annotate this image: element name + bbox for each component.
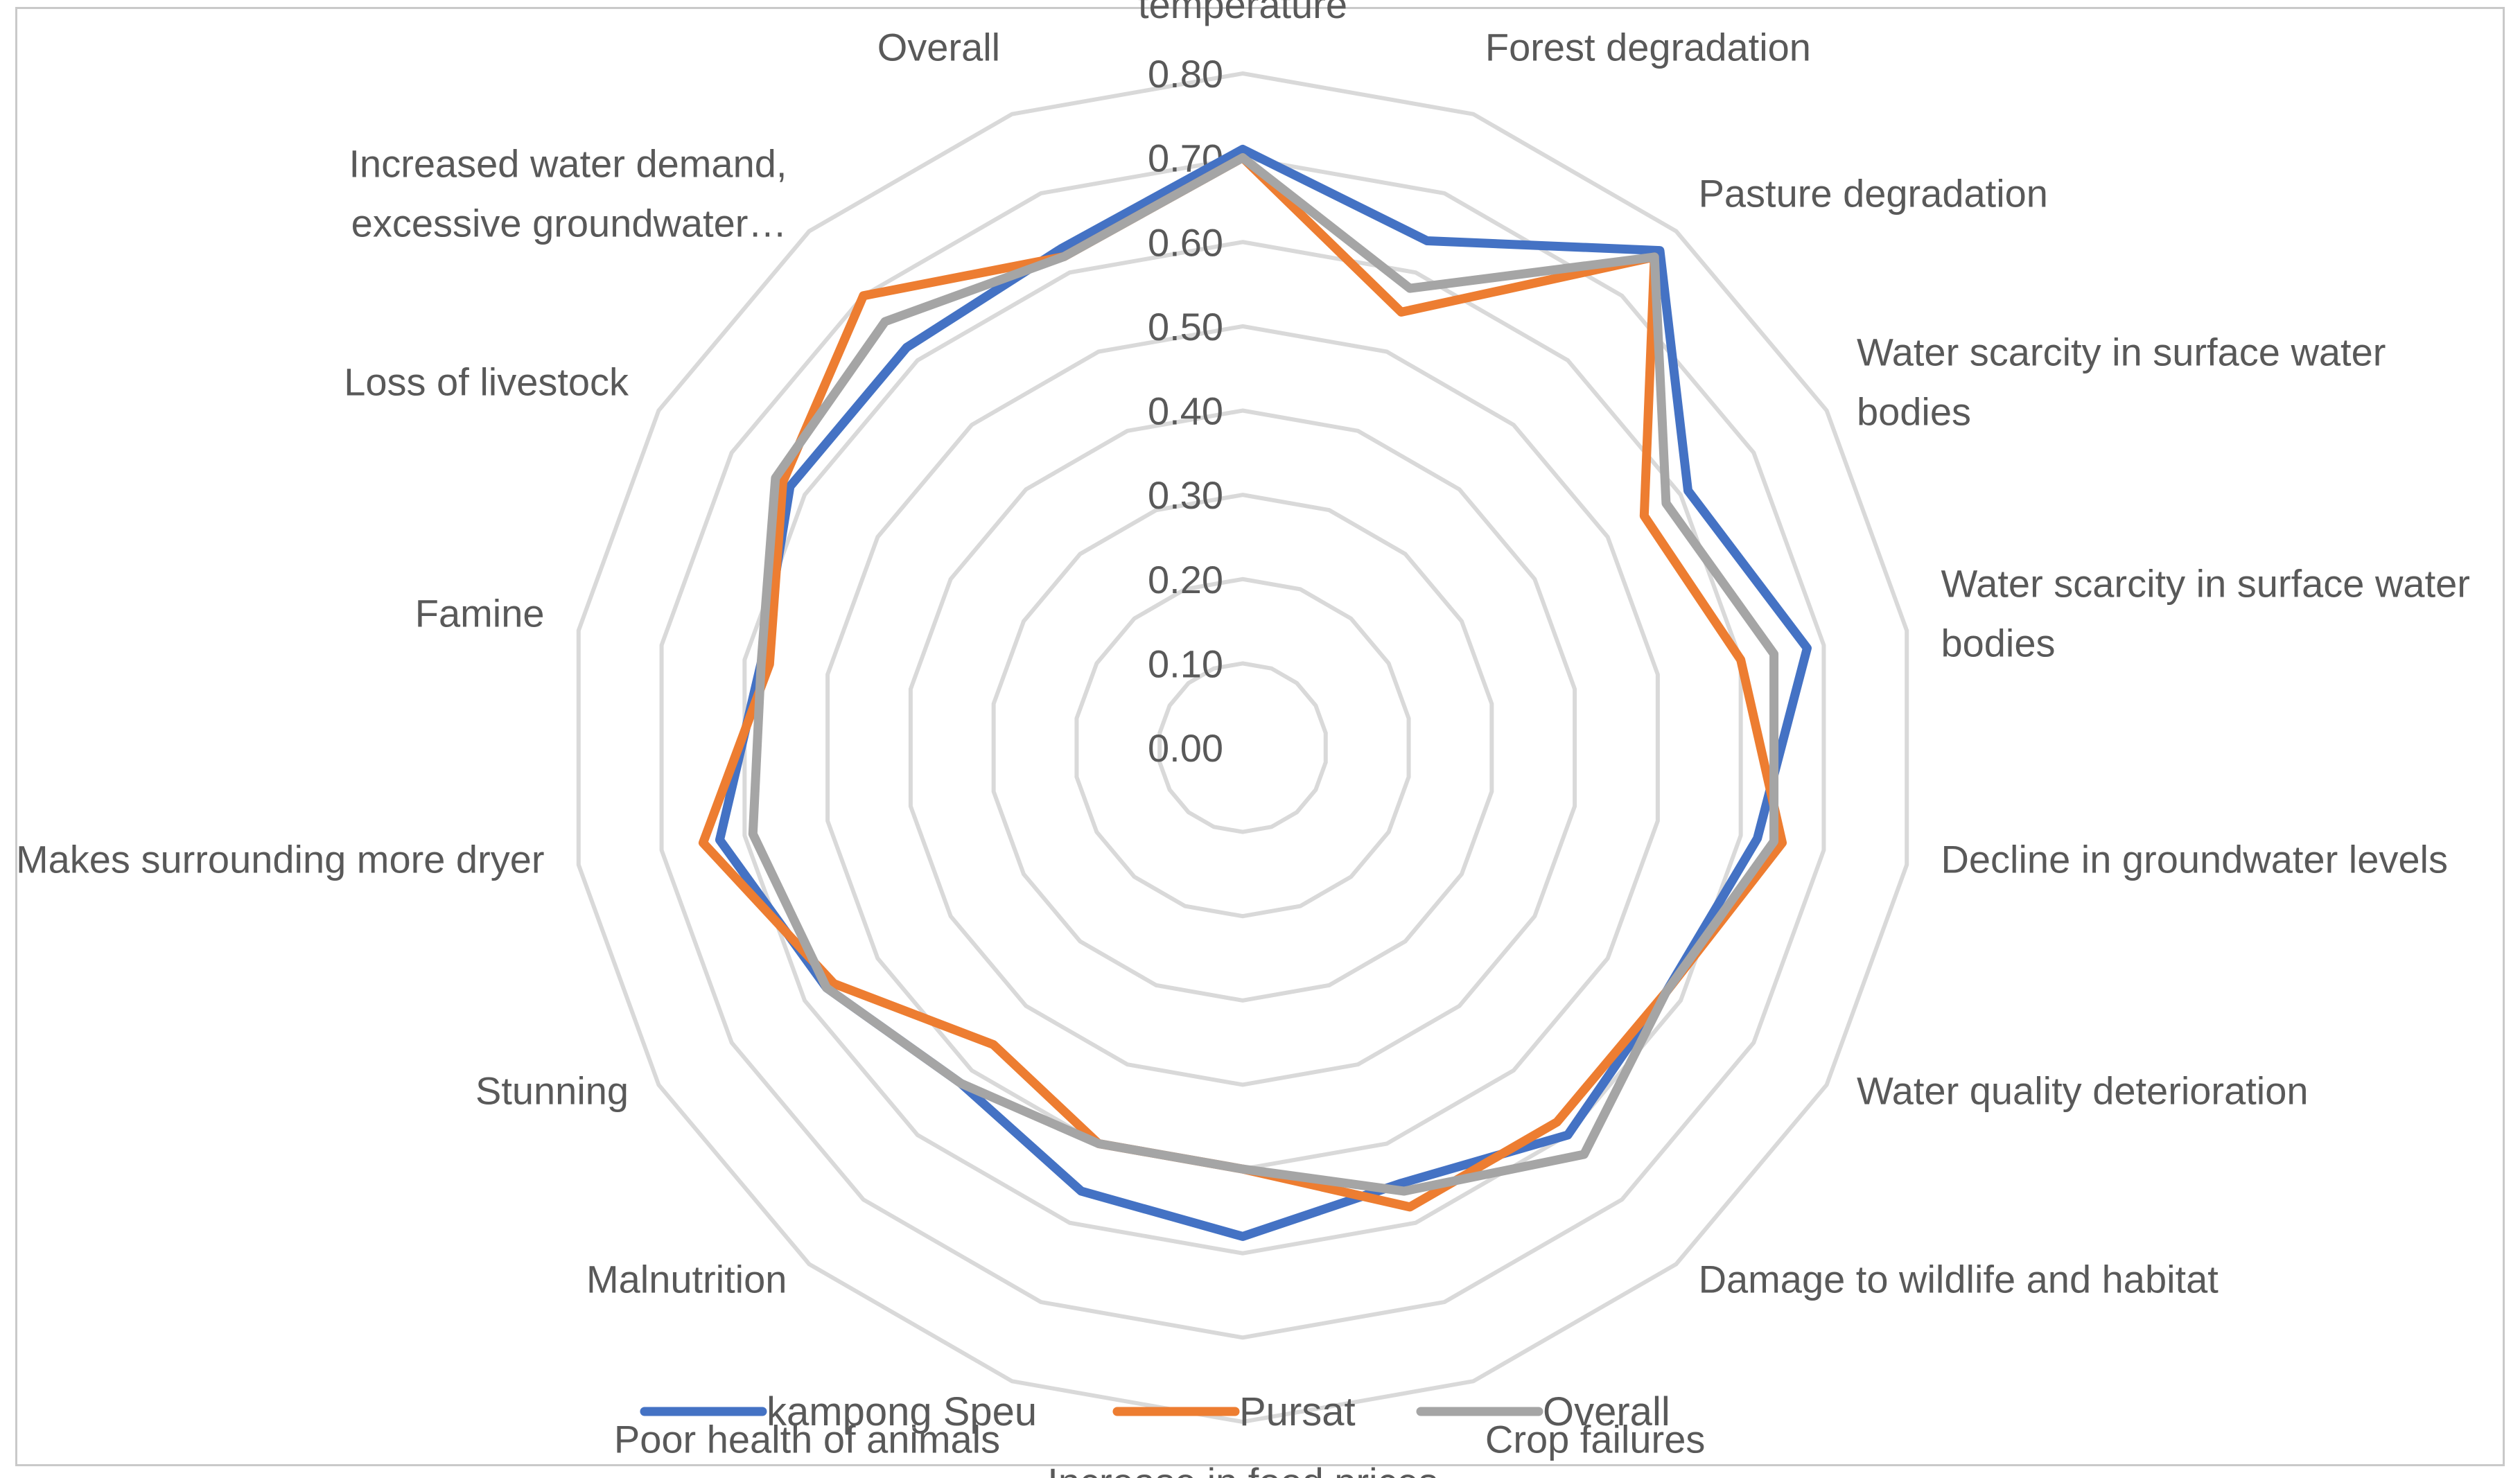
svg-text:Overall: Overall xyxy=(877,26,1000,69)
category-labels: Increase in averagetemperature Forest deg… xyxy=(16,0,2470,1478)
svg-text:Water scarcity in surface wate: Water scarcity in surface water bodies xyxy=(1941,561,2469,665)
tick-label: 0.40 xyxy=(1148,389,1223,433)
series-line-overall xyxy=(748,153,1779,1196)
category-label: Decline in groundwater levels xyxy=(1941,838,2448,881)
category-label: Forest degradation xyxy=(1485,26,1811,69)
svg-text:Famine: Famine xyxy=(415,591,545,635)
series-line-kampong-speu xyxy=(715,144,1812,1241)
radar-grid xyxy=(576,71,1909,1425)
category-label: Pasture degradation xyxy=(1699,171,2048,215)
category-label: Malnutrition xyxy=(586,1258,787,1301)
svg-text:Forest degradation: Forest degradation xyxy=(1485,26,1811,69)
svg-text:Malnutrition: Malnutrition xyxy=(586,1258,787,1301)
svg-text:Loss of livestock: Loss of livestock xyxy=(344,360,629,404)
category-label: Water scarcity in surface water bodies xyxy=(1857,331,2386,434)
svg-text:Damage to wildlife and habitat: Damage to wildlife and habitat xyxy=(1699,1258,2219,1301)
grid-ring-6 xyxy=(742,240,1743,1256)
svg-text:Crop failures: Crop failures xyxy=(1485,1417,1705,1461)
category-label: Increase in food prices xyxy=(1047,1460,1437,1478)
tick-label: 0.80 xyxy=(1148,52,1223,96)
legend-item-kampong-speu: kampong Speu xyxy=(640,1389,1037,1434)
grid-ring-4 xyxy=(908,408,1577,1087)
category-label: Stunning xyxy=(475,1069,629,1113)
svg-text:Pasture degradation: Pasture degradation xyxy=(1699,171,2048,215)
tick-label: 0.20 xyxy=(1148,558,1223,601)
grid-ring-3 xyxy=(991,493,1494,1003)
svg-text:Water scarcity in surface wate: Water scarcity in surface water bodies xyxy=(1857,331,2386,434)
legend-label: Pursat xyxy=(1239,1389,1356,1434)
grid-ring-2 xyxy=(1074,577,1411,919)
category-label: Crop failures xyxy=(1485,1417,1705,1461)
svg-text:Water quality deterioration: Water quality deterioration xyxy=(1857,1069,2309,1113)
category-label: Makes surrounding more dryer xyxy=(16,838,545,881)
category-label: Overall xyxy=(877,26,1000,69)
legend-item-overall: Overall xyxy=(1416,1389,1670,1434)
tick-label: 0.50 xyxy=(1148,305,1223,349)
legend-label: Overall xyxy=(1543,1389,1670,1434)
category-label: Increase in averagetemperature xyxy=(1072,0,1413,26)
svg-text:Increase in food prices: Increase in food prices xyxy=(1047,1460,1437,1478)
svg-text:Decline in groundwater levels: Decline in groundwater levels xyxy=(1941,838,2448,881)
legend-label: kampong Speu xyxy=(767,1389,1037,1434)
category-label: Poor health of animals xyxy=(614,1417,1000,1461)
grid-ring-7 xyxy=(659,155,1826,1340)
category-label: Water scarcity in surface water bodies xyxy=(1941,561,2469,665)
category-label: Increased water demand, excessive groundw… xyxy=(349,141,787,245)
category-label: Damage to wildlife and habitat xyxy=(1699,1258,2219,1301)
series-lines xyxy=(698,144,1812,1241)
category-label: Famine xyxy=(415,591,545,635)
series-line-pursat xyxy=(698,153,1787,1212)
grid-ring-5 xyxy=(825,324,1660,1172)
legend: kampong Speu Pursat Overall xyxy=(640,1389,1670,1434)
tick-label: 0.30 xyxy=(1148,473,1223,517)
tick-label: 0.60 xyxy=(1148,220,1223,264)
grid-ring-8 xyxy=(576,71,1909,1425)
chart-frame xyxy=(15,7,2505,1466)
legend-item-pursat: Pursat xyxy=(1112,1389,1356,1434)
svg-text:Poor health of animals: Poor health of animals xyxy=(614,1417,1000,1461)
category-label: Loss of livestock xyxy=(344,360,629,404)
svg-text:Increased water demand,excessi: Increased water demand, excessive groundw… xyxy=(349,141,787,245)
tick-label: 0.10 xyxy=(1148,642,1223,685)
grid-ring-1 xyxy=(1157,661,1328,834)
tick-label: 0.00 xyxy=(1148,726,1223,770)
axis-tick-labels: 0.000.100.200.300.400.500.600.700.80 xyxy=(1148,52,1223,770)
svg-text:Makes surrounding more dryer: Makes surrounding more dryer xyxy=(16,838,545,881)
svg-text:Increase in averagetemperature: Increase in averagetemperature xyxy=(1072,0,1413,26)
category-label: Water quality deterioration xyxy=(1857,1069,2309,1113)
svg-text:Stunning: Stunning xyxy=(475,1069,629,1113)
